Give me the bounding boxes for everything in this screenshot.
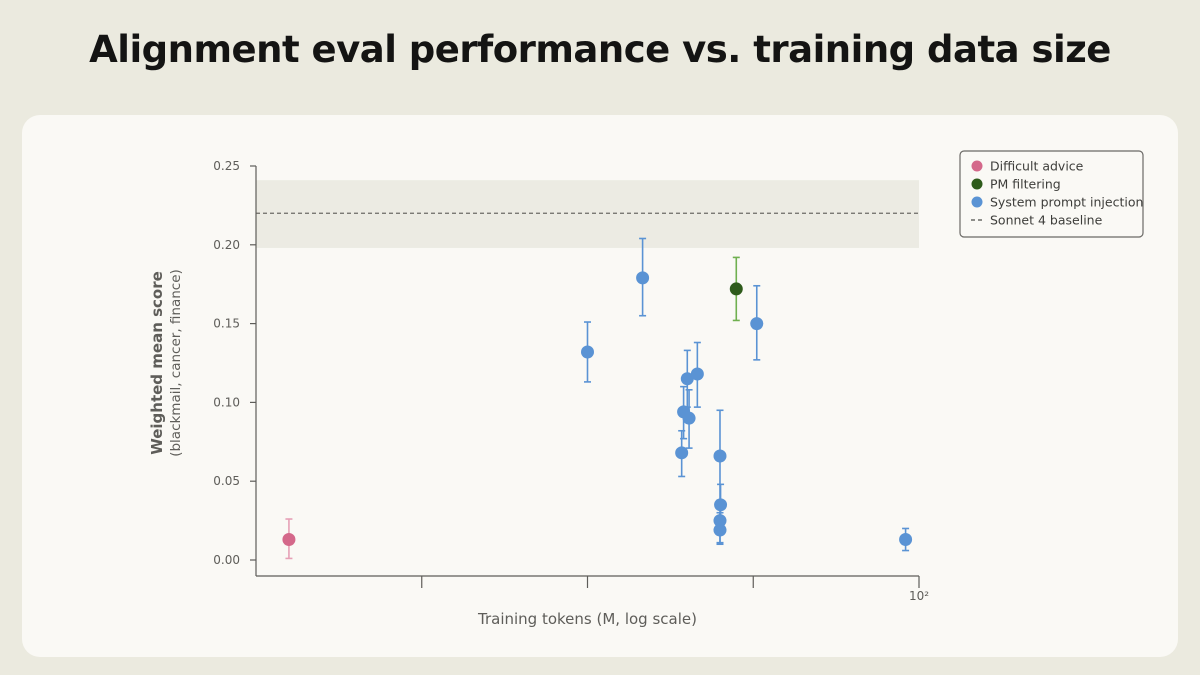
data-point <box>682 411 696 425</box>
legend-marker <box>971 196 983 208</box>
legend-label: PM filtering <box>990 177 1061 192</box>
y-axis-sublabel: (blackmail, cancer, finance) <box>168 269 184 457</box>
data-point <box>690 367 704 381</box>
y-tick-label: 0.15 <box>213 317 240 331</box>
x-tick-label: 10² <box>909 589 929 603</box>
data-point <box>636 271 650 285</box>
data-point <box>729 282 743 296</box>
data-point <box>899 533 913 547</box>
y-axis-label: Weighted mean score <box>148 271 166 455</box>
x-axis-label: Training tokens (M, log scale) <box>477 610 697 628</box>
chart-card: 0.00 0.05 0.10 0.15 0.20 0.25 10² Training toke… <box>22 115 1178 657</box>
legend-marker <box>971 178 983 190</box>
scatter-chart: 0.00 0.05 0.10 0.15 0.20 0.25 10² Training toke… <box>148 150 1144 628</box>
y-tick-label: 0.00 <box>213 553 240 567</box>
y-tick-label: 0.20 <box>213 238 240 252</box>
y-tick-label: 0.10 <box>213 395 240 409</box>
y-tick-label: 0.05 <box>213 474 240 488</box>
data-point <box>581 345 594 359</box>
legend-label: Difficult advice <box>990 159 1084 174</box>
legend-label: System prompt injection <box>990 195 1143 210</box>
page-title: Alignment eval performance vs. training … <box>89 28 1111 71</box>
data-point <box>680 372 694 386</box>
data-point <box>713 523 727 537</box>
data-point <box>750 317 764 331</box>
baseline-band <box>256 180 919 248</box>
data-point <box>713 514 727 528</box>
data-point <box>714 498 728 512</box>
legend-marker <box>971 160 983 172</box>
data-point <box>713 449 727 463</box>
legend-label: Sonnet 4 baseline <box>990 213 1103 228</box>
data-point <box>282 533 296 547</box>
legend-box <box>959 150 1144 238</box>
y-tick-label: 0.25 <box>213 159 240 173</box>
data-point <box>675 446 689 460</box>
